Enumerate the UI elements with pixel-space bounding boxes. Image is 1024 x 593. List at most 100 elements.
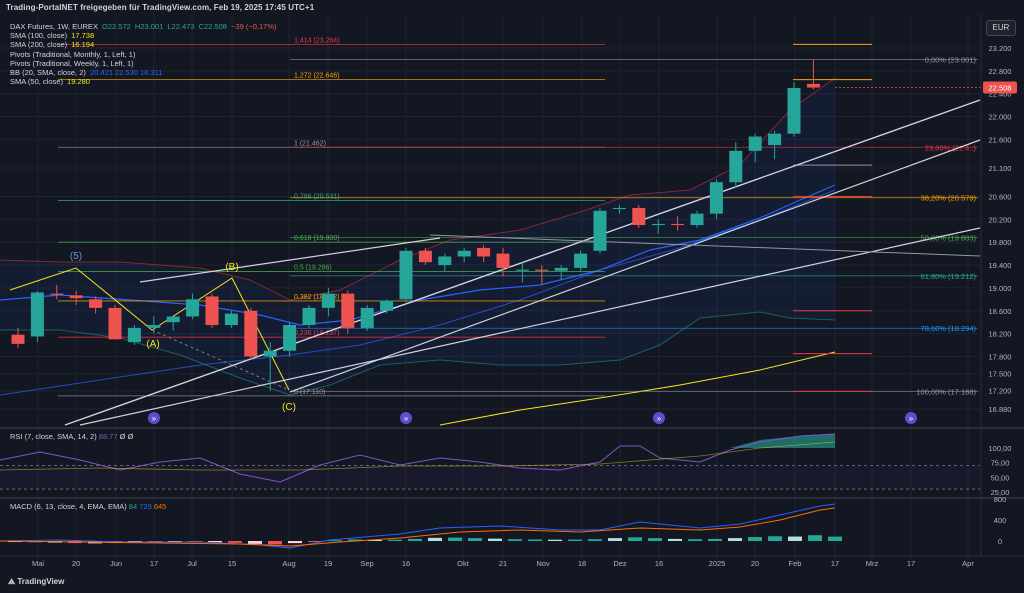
- macd-histogram-bar: [388, 539, 402, 541]
- sma-50-line: [0, 189, 836, 396]
- indicator-label: BB (20, SMA, close, 2): [10, 68, 86, 78]
- candle-body: [457, 250, 471, 257]
- candle-body: [205, 296, 219, 326]
- fib-extension-label: 1,272 (22.646): [294, 73, 340, 80]
- macd-axis-tick: 400: [994, 516, 1007, 525]
- time-axis-label: 17: [831, 559, 839, 568]
- candle-body: [574, 253, 588, 268]
- macd-histogram-bar: [708, 538, 722, 541]
- publisher-header: Trading-PortalNET freigegeben für Tradin…: [6, 3, 315, 12]
- candle-body: [709, 182, 723, 214]
- macd-histogram-bar: [728, 538, 742, 541]
- tradingview-logo[interactable]: ⟁ TradingView: [8, 577, 64, 587]
- ohlc-open: O22.572: [102, 22, 131, 31]
- time-axis-label: 18: [578, 559, 586, 568]
- ohlc-low: L22.473: [167, 22, 195, 31]
- currency-button[interactable]: EUR: [986, 20, 1016, 36]
- rsi-extra: Ø Ø: [119, 432, 134, 441]
- elliott-wave-label: (C): [282, 402, 296, 413]
- indicator-value: 19.280: [67, 77, 90, 87]
- macd-histogram-bar: [568, 539, 582, 541]
- fib-extension-label: 0,5 (19.286): [294, 265, 332, 272]
- fib-retracement-label: 78,60% (18.294): [921, 324, 977, 333]
- last-price-tag: [983, 81, 1017, 94]
- macd-histogram-bar: [788, 536, 802, 541]
- macd-histogram-bar: [628, 537, 642, 541]
- indicator-label: SMA (50, close): [10, 77, 63, 87]
- macd-signal-line: [0, 507, 836, 547]
- candle-body: [11, 334, 25, 344]
- ohlc-close: C22.508: [198, 22, 227, 31]
- macd-histogram-bar: [648, 538, 662, 541]
- elliott-wave-dashed: [151, 329, 290, 391]
- price-axis-tick: 17.200: [989, 387, 1012, 396]
- rsi-axis-tick: 75,00: [991, 459, 1010, 468]
- macd-axis-tick: 0: [998, 537, 1002, 546]
- candle-body: [554, 267, 568, 271]
- macd-histogram-bar: [588, 539, 602, 541]
- indicator-label: SMA (200, close): [10, 40, 68, 50]
- candle-body: [127, 327, 141, 343]
- macd-signal-value: 645: [153, 502, 167, 511]
- indicator-row-3[interactable]: Pivots (Traditional, Weekly, 1, Left, 1): [10, 59, 279, 68]
- macd-histogram-bar: [468, 538, 482, 541]
- macd-histogram-bar: [748, 537, 762, 541]
- price-axis-tick: 18.600: [989, 307, 1012, 316]
- fib-extension-label: 0,786 (20.531): [294, 193, 340, 200]
- time-axis-label: 17: [907, 559, 915, 568]
- candle-body: [651, 223, 665, 226]
- fib-extension-label: 0 (17.110): [294, 389, 325, 396]
- indicator-label: Pivots (Traditional, Monthly, 1, Left, 1…: [10, 49, 136, 59]
- fib-retracement-label: 61,80% (19.212): [921, 272, 977, 281]
- candle-body: [729, 150, 743, 183]
- brand-icon: ⟁: [8, 577, 18, 586]
- macd-axis-tick: 800: [994, 495, 1007, 504]
- time-axis-label: 17: [150, 559, 158, 568]
- price-axis-tick: 20.600: [989, 193, 1012, 202]
- elliott-wave-label: (5): [70, 251, 82, 262]
- candle-body: [166, 316, 180, 323]
- time-axis-label: 15: [228, 559, 236, 568]
- macd-histogram-bar: [608, 538, 622, 541]
- macd-histogram-bar: [208, 541, 222, 543]
- candle-body: [108, 307, 122, 340]
- time-axis-label: 19: [324, 559, 332, 568]
- time-axis-label: Jun: [110, 559, 122, 568]
- time-axis-label: Okt: [457, 559, 470, 568]
- candle-body: [380, 300, 394, 311]
- time-axis-label: Feb: [789, 559, 802, 568]
- indicator-row-5[interactable]: SMA (50, close) 19.280: [10, 77, 279, 86]
- last-price-label: 22.508: [989, 84, 1012, 93]
- macd-histogram-bar: [308, 541, 322, 542]
- indicator-row-2[interactable]: Pivots (Traditional, Monthly, 1, Left, 1…: [10, 50, 279, 59]
- event-marker-icon: [400, 412, 412, 424]
- fib-extension-label: 1 (21.462): [294, 140, 326, 147]
- event-marker-glyph: »: [909, 414, 914, 423]
- trendline-lower-channel: [79, 227, 981, 426]
- indicator-row-4[interactable]: BB (20, SMA, close, 2) 20.421 22.530 18.…: [10, 68, 279, 77]
- indicator-row-1[interactable]: SMA (200, close) 16.194: [10, 40, 279, 49]
- time-axis-label: 21: [499, 559, 507, 568]
- macd-histogram-bar: [688, 539, 702, 541]
- time-axis-label: 20: [72, 559, 80, 568]
- candle-body: [438, 256, 452, 266]
- symbol-row: DAX Futures, 1W, EUREX O22.572 H23.001 L…: [10, 22, 279, 31]
- indicator-label: Pivots (Traditional, Weekly, 1, Left, 1): [10, 58, 134, 68]
- price-axis-tick: 17.500: [989, 370, 1012, 379]
- price-axis-tick: 21.600: [989, 135, 1012, 144]
- candle-body: [748, 136, 762, 151]
- candle-body: [186, 299, 200, 317]
- indicator-row-0[interactable]: SMA (100, close) 17.738: [10, 31, 279, 40]
- rsi-header: RSI (7, close, SMA, 14, 2) 88.77 Ø Ø: [10, 432, 133, 441]
- price-axis-tick: 18.200: [989, 330, 1012, 339]
- candle-body: [806, 83, 820, 88]
- bollinger-lower-line: [0, 311, 836, 396]
- macd-histogram-bar: [668, 538, 682, 541]
- macd-histogram-bar: [268, 541, 282, 545]
- indicator-value: 17.738: [71, 31, 95, 41]
- macd-histogram-bar: [808, 535, 822, 541]
- time-axis-label: Mai: [32, 559, 44, 568]
- event-marker-glyph: »: [404, 414, 409, 423]
- price-axis-tick: 22.800: [989, 67, 1012, 76]
